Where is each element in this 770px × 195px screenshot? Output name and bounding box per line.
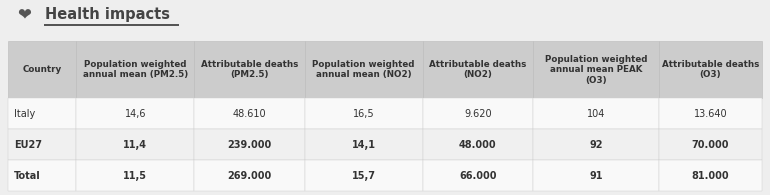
Text: Attributable deaths
(NO2): Attributable deaths (NO2): [429, 60, 527, 79]
Text: 66.000: 66.000: [459, 171, 497, 181]
Text: 14,1: 14,1: [352, 140, 376, 150]
Text: 48.610: 48.610: [233, 109, 266, 119]
Text: 9.620: 9.620: [464, 109, 492, 119]
Text: 15,7: 15,7: [352, 171, 376, 181]
Text: 16,5: 16,5: [353, 109, 374, 119]
Text: 70.000: 70.000: [691, 140, 729, 150]
Text: 91: 91: [589, 171, 603, 181]
Text: Total: Total: [14, 171, 41, 181]
Text: 92: 92: [589, 140, 603, 150]
Text: Population weighted
annual mean PEAK
(O3): Population weighted annual mean PEAK (O3…: [544, 55, 647, 85]
Text: Country: Country: [22, 65, 62, 74]
Text: 239.000: 239.000: [227, 140, 272, 150]
Text: 14,6: 14,6: [125, 109, 146, 119]
Text: ❤: ❤: [17, 7, 31, 25]
Text: 269.000: 269.000: [227, 171, 272, 181]
Text: Population weighted
annual mean (PM2.5): Population weighted annual mean (PM2.5): [82, 60, 188, 79]
Text: 81.000: 81.000: [691, 171, 729, 181]
Text: 104: 104: [587, 109, 605, 119]
Text: Attributable deaths
(PM2.5): Attributable deaths (PM2.5): [201, 60, 298, 79]
Text: Italy: Italy: [14, 109, 35, 119]
Text: 13.640: 13.640: [694, 109, 728, 119]
Text: 11,5: 11,5: [123, 171, 147, 181]
Text: Attributable deaths
(O3): Attributable deaths (O3): [662, 60, 759, 79]
Text: Population weighted
annual mean (NO2): Population weighted annual mean (NO2): [313, 60, 415, 79]
Text: 48.000: 48.000: [459, 140, 497, 150]
Text: EU27: EU27: [14, 140, 42, 150]
Text: 11,4: 11,4: [123, 140, 147, 150]
Text: Health impacts: Health impacts: [45, 7, 169, 22]
